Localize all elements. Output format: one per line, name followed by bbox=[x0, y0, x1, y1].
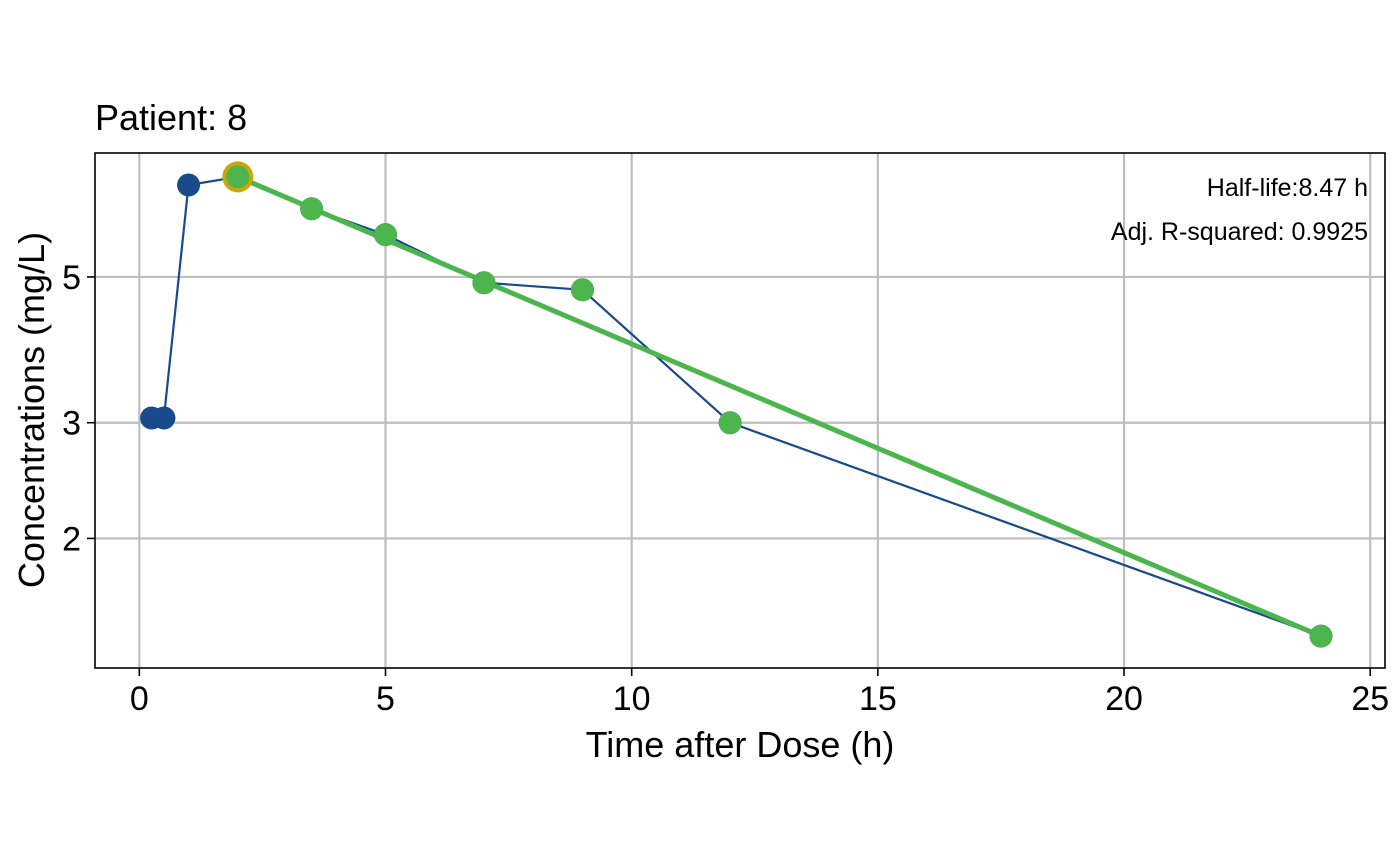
x-tick-label: 15 bbox=[859, 680, 897, 718]
x-tick-label: 20 bbox=[1105, 680, 1143, 718]
half-life-annotation: Half-life:8.47 h bbox=[1207, 174, 1368, 202]
chart-title: Patient: 8 bbox=[95, 97, 247, 138]
x-tick-label: 0 bbox=[130, 680, 149, 718]
x-tick-label: 5 bbox=[376, 680, 395, 718]
x-tick-label: 25 bbox=[1351, 680, 1389, 718]
y-tick-label: 5 bbox=[62, 259, 81, 297]
x-axis-title: Time after Dose (h) bbox=[586, 724, 895, 765]
x-axis: 0 5 10 15 20 25 bbox=[130, 668, 1389, 718]
adj-r-squared-annotation: Adj. R-squared: 0.9925 bbox=[1111, 218, 1368, 246]
included-point bbox=[472, 271, 496, 295]
observed-point bbox=[152, 406, 176, 430]
x-tick-label: 10 bbox=[613, 680, 651, 718]
included-point bbox=[718, 411, 742, 435]
plot-frame bbox=[94, 152, 1386, 669]
included-point bbox=[373, 223, 397, 247]
included-point bbox=[300, 197, 324, 221]
y-tick-label: 2 bbox=[62, 520, 81, 558]
y-axis-title: Concentrations (mg/L) bbox=[11, 232, 52, 588]
series bbox=[140, 161, 1333, 648]
included-point bbox=[1309, 624, 1333, 648]
included-point bbox=[570, 278, 594, 302]
regression-line bbox=[236, 174, 1322, 639]
y-axis: 2 3 5 bbox=[62, 259, 95, 558]
included-point bbox=[226, 165, 250, 189]
y-tick-label: 3 bbox=[62, 405, 81, 443]
observed-point bbox=[177, 173, 201, 197]
